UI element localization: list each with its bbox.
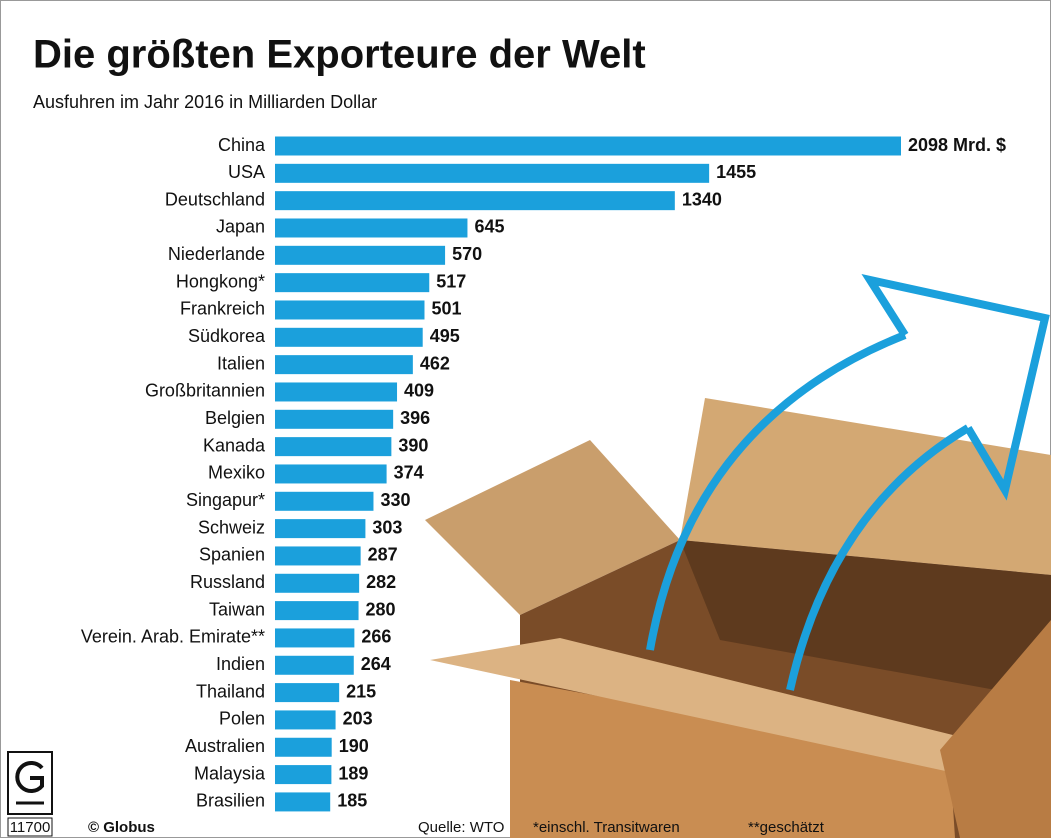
box-front: [510, 680, 955, 838]
bar: [275, 136, 901, 156]
bar: [275, 163, 710, 183]
category-label: Taiwan: [209, 599, 265, 619]
bar: [275, 710, 336, 730]
bar: [275, 765, 332, 785]
category-label: USA: [228, 162, 265, 182]
category-label: Verein. Arab. Emirate**: [81, 627, 265, 647]
arrow-curve: [646, 331, 907, 651]
category-label: Indien: [216, 654, 265, 674]
value-label: 645: [474, 217, 504, 237]
bar: [275, 273, 430, 293]
box-illustration: [425, 274, 1051, 838]
category-label: Russland: [190, 572, 265, 592]
category-label: Polen: [219, 709, 265, 729]
bar: [275, 683, 340, 703]
value-label: 190: [339, 736, 369, 756]
category-label: Belgien: [205, 408, 265, 428]
value-label: 2098 Mrd. $: [908, 135, 1006, 155]
value-label: 266: [361, 627, 391, 647]
source: Quelle: WTO: [418, 819, 504, 836]
bar: [275, 601, 359, 621]
category-label: Südkorea: [188, 326, 266, 346]
value-label: 280: [366, 599, 396, 619]
number-box: [7, 817, 53, 837]
bar: [275, 737, 332, 757]
value-label: 303: [372, 517, 402, 537]
category-label: Malaysia: [194, 763, 266, 783]
category-label: Mexiko: [208, 463, 265, 483]
graphic-number: 11700: [10, 819, 51, 836]
bar: [275, 464, 387, 484]
bar: [275, 245, 446, 265]
box-inside-shadow: [680, 540, 1051, 700]
category-label: Thailand: [196, 681, 265, 701]
bar: [275, 519, 366, 539]
value-label: 501: [431, 299, 461, 319]
box-flap-back: [680, 398, 1051, 575]
category-label: Frankreich: [180, 299, 265, 319]
value-label: 287: [368, 545, 398, 565]
category-label: Großbritannien: [145, 381, 265, 401]
logo-g: [15, 761, 44, 793]
bar: [275, 491, 374, 511]
category-label: Brasilien: [196, 791, 265, 811]
category-label: Singapur*: [186, 490, 265, 510]
bar: [275, 327, 423, 347]
value-label: 185: [337, 791, 367, 811]
category-label: China: [218, 135, 266, 155]
bar: [275, 300, 425, 320]
footnote: **geschätzt: [748, 819, 825, 836]
category-label: Deutschland: [165, 189, 265, 209]
value-label: 462: [420, 353, 450, 373]
category-label: Australien: [185, 736, 265, 756]
arrow-curve: [786, 424, 971, 691]
category-label: Spanien: [199, 545, 265, 565]
chart-subtitle: Ausfuhren im Jahr 2016 in Milliarden Dol…: [33, 92, 377, 112]
box-flap-front: [430, 638, 965, 772]
bar: [275, 546, 361, 566]
value-label: 570: [452, 244, 482, 264]
value-label: 215: [346, 681, 376, 701]
category-label: Schweiz: [198, 517, 265, 537]
bar: [275, 218, 468, 238]
logo: [7, 751, 53, 815]
value-label: 517: [436, 271, 466, 291]
category-label: Japan: [216, 217, 265, 237]
bar: [275, 409, 394, 429]
value-label: 390: [398, 435, 428, 455]
value-label: 264: [361, 654, 391, 674]
box-flap-left: [425, 440, 680, 615]
value-label: 396: [400, 408, 430, 428]
bar: [275, 628, 355, 648]
bar: [275, 437, 392, 457]
value-label: 495: [430, 326, 460, 346]
footnote: *einschl. Transitwaren: [533, 819, 680, 836]
value-label: 189: [338, 763, 368, 783]
value-label: 282: [366, 572, 396, 592]
category-label: Niederlande: [168, 244, 265, 264]
bar: [275, 191, 675, 211]
value-label: 1455: [716, 162, 756, 182]
box-flap-right: [940, 620, 1051, 838]
value-label: 330: [380, 490, 410, 510]
bar: [275, 792, 331, 812]
category-label: Italien: [217, 353, 265, 373]
category-label: Hongkong*: [176, 271, 265, 291]
value-label: 409: [404, 381, 434, 401]
value-label: 1340: [682, 189, 722, 209]
arrow-head: [861, 274, 1050, 501]
chart-title: Die größten Exporteure der Welt: [33, 33, 646, 77]
category-label: Kanada: [203, 435, 266, 455]
credit: © Globus: [88, 819, 155, 836]
bar: [275, 382, 398, 402]
bar: [275, 573, 360, 593]
bar: [275, 355, 413, 375]
bar: [275, 655, 354, 675]
value-label: 203: [343, 709, 373, 729]
value-label: 374: [394, 463, 424, 483]
